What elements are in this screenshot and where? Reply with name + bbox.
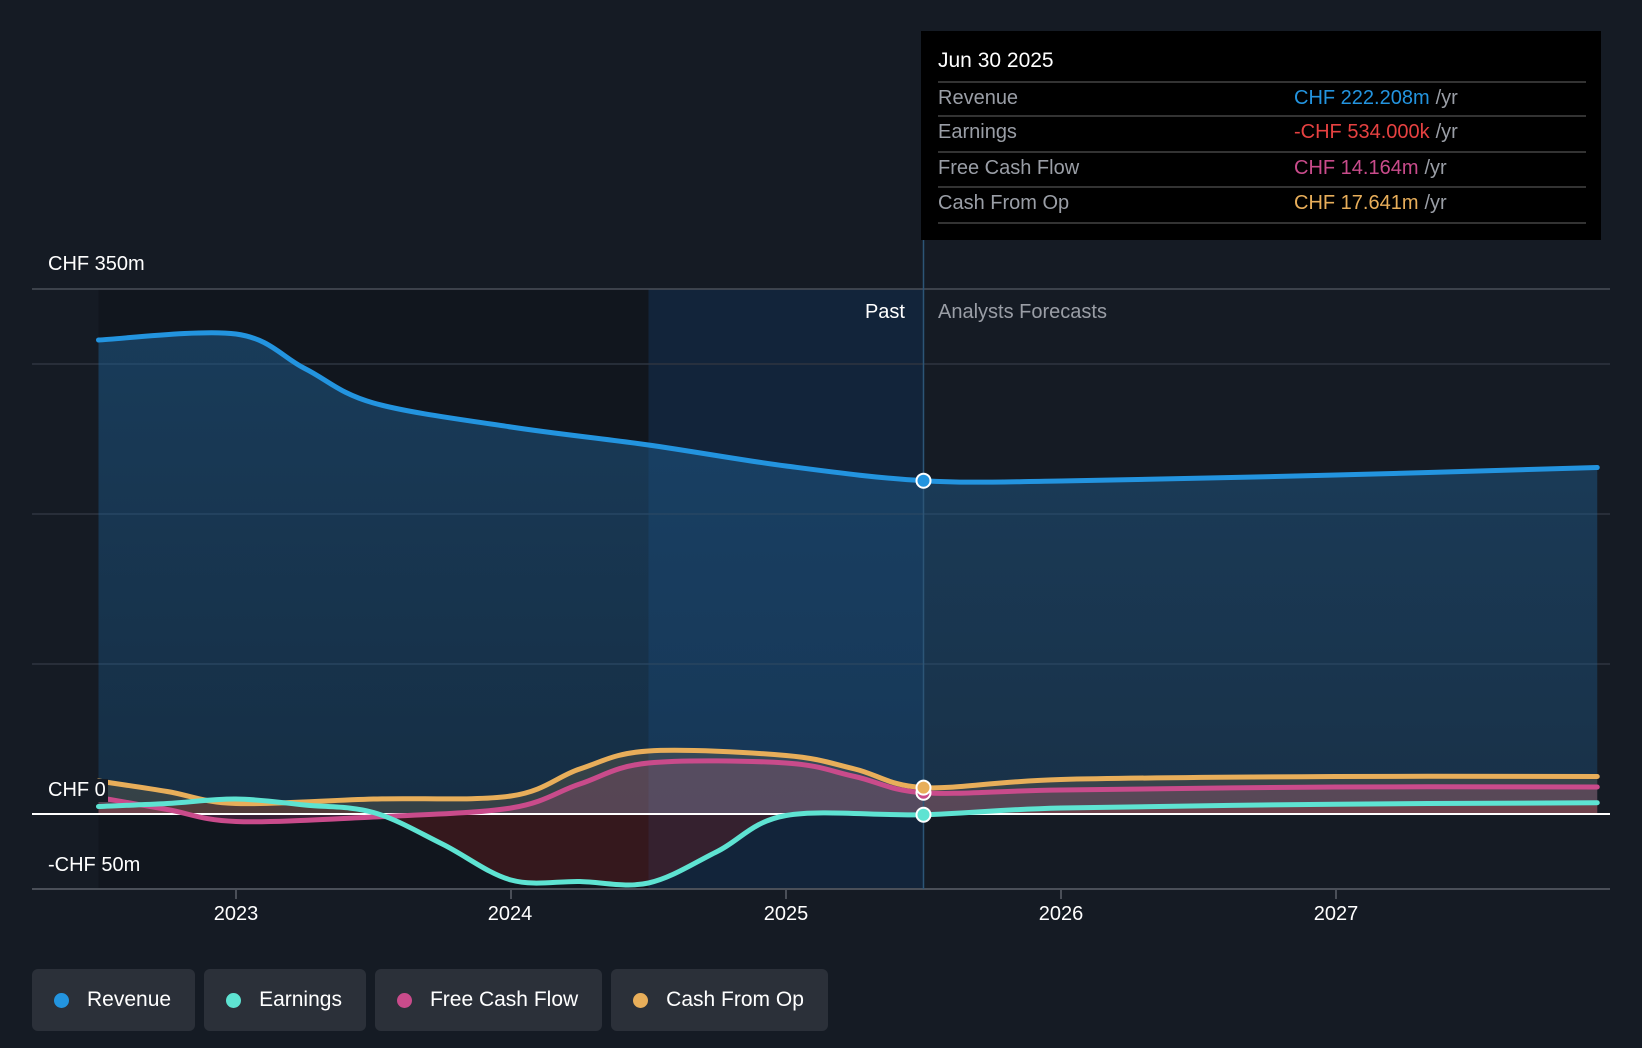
tooltip-row-revenue: Revenue CHF 222.208m/yr	[938, 81, 1586, 117]
divider	[938, 222, 1586, 224]
tooltip-unit: /yr	[1435, 87, 1458, 109]
y-tick-label: CHF 350m	[48, 253, 145, 275]
legend-item-free-cash-flow[interactable]: Free Cash Flow	[374, 969, 603, 1031]
marker-revenue	[915, 472, 932, 489]
dot-icon	[396, 992, 412, 1008]
tooltip-label: Revenue	[938, 87, 1019, 109]
tooltip-label: Earnings	[938, 121, 1017, 143]
tooltip-unit: /yr	[1424, 192, 1447, 214]
tooltip-value: -CHF 534.000k	[1294, 121, 1430, 143]
dot-icon	[54, 992, 69, 1008]
x-tick-label: 2024	[487, 903, 533, 925]
legend-item-earnings[interactable]: Earnings	[204, 969, 366, 1031]
x-tick-label: 2026	[1038, 903, 1084, 925]
tooltip-unit: /yr	[1435, 121, 1458, 143]
tooltip-value: CHF 222.208m	[1294, 87, 1430, 109]
y-tick-label: -CHF 50m	[48, 854, 141, 876]
x-tick-label: 2025	[763, 903, 809, 925]
line-free-cash-flow	[96, 758, 1600, 825]
tooltip-unit: /yr	[1424, 157, 1447, 179]
y-tick-label: CHF 0	[48, 779, 108, 802]
legend-label: Cash From Op	[666, 988, 804, 1011]
tooltip-value: CHF 17.641m	[1294, 192, 1419, 214]
legend-label: Earnings	[259, 988, 342, 1011]
dot-icon	[226, 992, 242, 1008]
area-revenue	[98, 332, 1598, 814]
tooltip-date: Jun 30 2025	[938, 49, 1054, 72]
area-earnings	[98, 798, 1598, 885]
legend-item-revenue[interactable]: Revenue	[32, 969, 196, 1031]
tooltip-row-earnings: Earnings -CHF 534.000k/yr	[938, 115, 1586, 151]
legend-label: Revenue	[87, 988, 172, 1011]
tooltip-value: CHF 14.164m	[1294, 157, 1419, 179]
tooltip-row-cfo: Cash From Op CHF 17.641m/yr	[938, 186, 1586, 222]
tooltip: Jun 30 2025 Revenue CHF 222.208m/yr Earni…	[921, 31, 1601, 240]
x-tick-label: 2023	[213, 903, 259, 925]
legend-item-cash-from-op[interactable]: Cash From Op	[611, 969, 828, 1031]
dot-icon	[633, 992, 649, 1008]
area-cash-from-op	[98, 750, 1598, 814]
forecast-label: Analysts Forecasts	[938, 301, 1107, 323]
line-earnings	[96, 796, 1600, 888]
legend: Revenue Earnings Free Cash Flow Cash Fro…	[32, 969, 828, 1031]
marker-cash-from-op	[915, 779, 932, 796]
x-tick-label: 2027	[1313, 903, 1359, 925]
tooltip-label: Free Cash Flow	[938, 157, 1080, 179]
tooltip-label: Cash From Op	[938, 192, 1070, 214]
marker-earnings	[915, 806, 932, 823]
past-label: Past	[864, 301, 905, 323]
legend-label: Free Cash Flow	[429, 988, 579, 1011]
line-revenue	[96, 330, 1600, 485]
tooltip-row-fcf: Free Cash Flow CHF 14.164m/yr	[938, 151, 1586, 187]
